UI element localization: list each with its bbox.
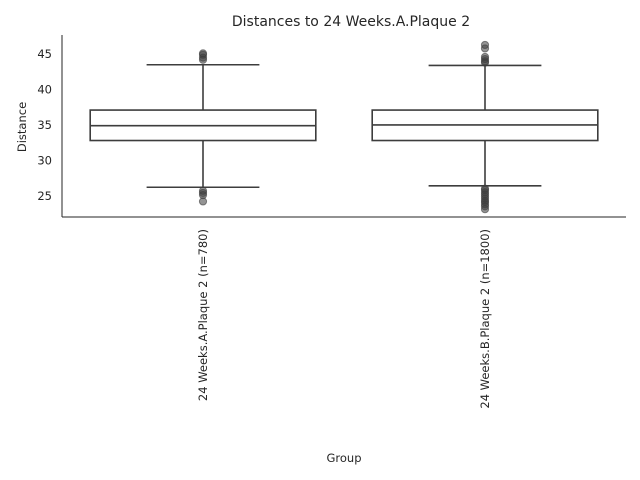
outlier-point (480, 52, 490, 62)
box-group (89, 49, 317, 206)
outlier-point (198, 186, 208, 195)
y-tick-label: 30 (37, 153, 52, 167)
outlier-point (198, 49, 208, 58)
outlier-point (480, 40, 490, 50)
outlier-point (198, 197, 208, 206)
x-tick-label: 24 Weeks.A.Plaque 2 (n=780) (196, 229, 210, 401)
y-tick-label: 35 (37, 118, 52, 132)
box-group (371, 40, 599, 214)
x-tick-label: 24 Weeks.B.Plaque 2 (n=1800) (478, 229, 492, 409)
y-tick-label: 40 (37, 83, 52, 97)
outlier-point (480, 205, 490, 214)
y-axis-label: Distance (15, 102, 29, 152)
box-series (89, 40, 599, 214)
x-axis-label: Group (326, 451, 361, 465)
category-labels: 24 Weeks.A.Plaque 2 (n=780) 24 Weeks.B.Pl… (196, 229, 492, 409)
y-ticks: 25 30 35 40 45 (37, 47, 52, 203)
chart-title: Distances to 24 Weeks.A.Plaque 2 (232, 14, 470, 30)
y-tick-label: 25 (37, 189, 52, 203)
y-tick-label: 45 (37, 47, 52, 61)
